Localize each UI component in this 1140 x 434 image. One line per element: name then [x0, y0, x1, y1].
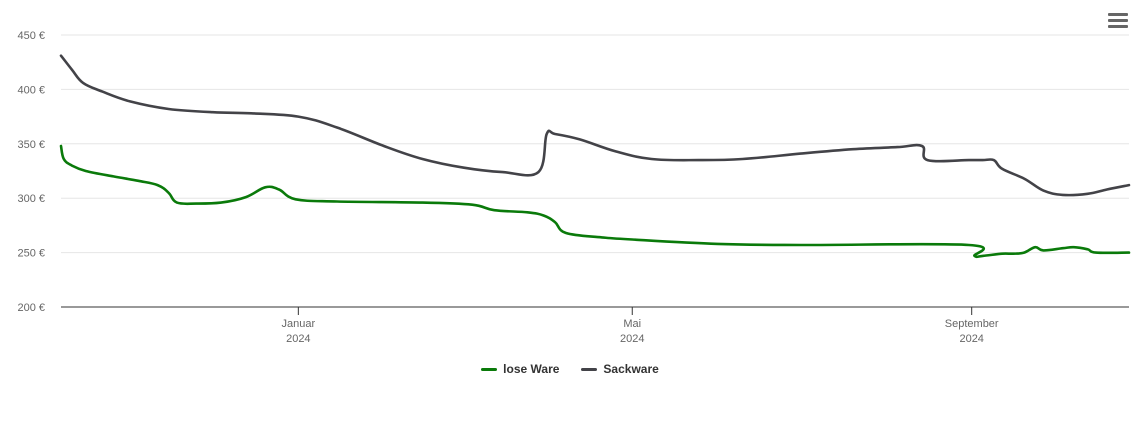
- legend-label-sackware: Sackware: [603, 362, 659, 376]
- x-tick-month: Mai: [623, 318, 641, 330]
- y-tick-label: 450 €: [17, 30, 45, 42]
- axis-layer: 200 € 250 € 300 € 350 € 400 € 450 € Januar 2024…: [17, 30, 1129, 345]
- series-layer: [59, 54, 1131, 259]
- x-tick-year: 2024: [620, 333, 644, 345]
- y-tick-label: 300 €: [17, 193, 45, 205]
- x-tick-month: September: [945, 318, 999, 330]
- legend-swatch-sackware: [581, 367, 598, 371]
- y-tick-label: 250 €: [17, 248, 45, 260]
- x-tick-year: 2024: [959, 333, 983, 345]
- y-tick-label: 200 €: [17, 302, 45, 314]
- legend: lose Ware Sackware: [0, 362, 1140, 376]
- legend-label-lose-ware: lose Ware: [503, 362, 560, 376]
- y-tick-label: 400 €: [17, 84, 45, 96]
- y-tick-label: 350 €: [17, 139, 45, 151]
- legend-item-lose-ware[interactable]: lose Ware: [481, 362, 559, 376]
- x-tick-year: 2024: [286, 333, 310, 345]
- legend-swatch-lose-ware: [481, 367, 498, 371]
- x-tick-month: Januar: [282, 318, 316, 330]
- hamburger-menu-icon[interactable]: [1108, 13, 1128, 31]
- legend-item-sackware[interactable]: Sackware: [581, 362, 659, 376]
- series-line-lose-ware[interactable]: [59, 144, 1131, 259]
- series-line-sackware[interactable]: [59, 54, 1131, 197]
